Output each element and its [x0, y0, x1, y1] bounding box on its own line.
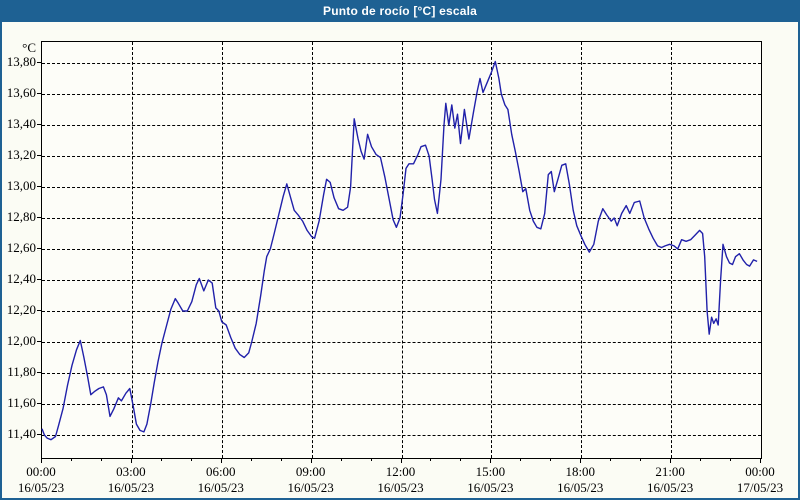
x-axis-minor-tick [430, 458, 432, 461]
chart-content: °C 13,80 13,60 13,40 13,20 13,00 12,80 12,60 12… [2, 22, 798, 498]
x-axis-minor-tick [190, 458, 192, 461]
x-axis-minor-tick [250, 458, 252, 461]
x-tick-time: 00:00 [745, 464, 775, 479]
x-tick-time: 03:00 [116, 464, 146, 479]
x-tick-date: 16/05/23 [197, 480, 244, 495]
x-axis-major-tick [41, 458, 42, 463]
y-axis-tick-label: 13,20 [6, 147, 36, 162]
x-axis-minor-tick [460, 458, 462, 461]
x-axis-minor-tick [160, 458, 162, 461]
x-axis-tick-label: 15:00 16/05/23 [448, 464, 532, 496]
x-axis-minor-tick [70, 458, 72, 461]
x-axis-tick-label: 21:00 16/05/23 [628, 464, 712, 496]
y-axis-tick [37, 279, 41, 280]
x-tick-date: 16/05/23 [467, 480, 514, 495]
x-tick-date: 16/05/23 [107, 480, 154, 495]
x-grid-line [581, 42, 583, 458]
x-axis-minor-tick [520, 458, 522, 461]
x-grid-line [491, 42, 493, 458]
y-axis-tick [37, 155, 41, 156]
x-axis-tick-label: 00:00 16/05/23 [0, 464, 83, 496]
window-title: Punto de rocío [°C] escala [322, 4, 478, 18]
x-axis-major-tick [220, 458, 222, 463]
y-axis-tick [37, 434, 41, 435]
x-tick-time: 00:00 [26, 464, 56, 479]
x-grid-line [311, 42, 313, 458]
x-axis-major-tick [490, 458, 492, 463]
dew-point-series-line [41, 60, 758, 441]
x-axis-minor-tick [640, 458, 642, 461]
y-axis-tick [37, 186, 41, 187]
x-axis-major-tick [760, 458, 761, 463]
y-axis-tick-label: 13,80 [6, 54, 36, 69]
y-axis-tick-label: 12,40 [6, 271, 36, 286]
x-tick-time: 18:00 [565, 464, 596, 479]
x-axis-minor-tick [340, 458, 342, 461]
y-axis-tick [37, 93, 41, 94]
x-axis-minor-tick [550, 458, 552, 461]
x-axis-minor-tick [610, 458, 612, 461]
x-tick-date: 16/05/23 [647, 480, 694, 495]
y-axis-tick [37, 248, 41, 249]
x-axis-major-tick [310, 458, 312, 463]
x-axis-major-tick [580, 458, 582, 463]
y-axis-tick [37, 341, 41, 342]
x-tick-date: 16/05/23 [377, 480, 424, 495]
x-axis-tick-label: 03:00 16/05/23 [89, 464, 173, 496]
x-grid-line [671, 42, 673, 458]
x-axis-tick-label: 12:00 16/05/23 [359, 464, 443, 496]
y-axis-unit-label: °C [22, 40, 36, 55]
x-axis-minor-tick [100, 458, 102, 461]
y-axis-tick [37, 62, 41, 63]
y-axis-tick-label: 11,80 [7, 364, 36, 379]
y-axis-tick-label: 12,80 [6, 209, 36, 224]
y-axis-tick-label: 13,60 [6, 85, 36, 100]
y-axis-tick [37, 310, 41, 311]
plot-area [41, 41, 762, 459]
x-tick-time: 09:00 [295, 464, 326, 479]
x-axis-minor-tick [370, 458, 372, 461]
x-tick-time: 06:00 [205, 464, 236, 479]
x-tick-date: 16/05/23 [557, 480, 604, 495]
x-axis-minor-tick [700, 458, 702, 461]
x-tick-date: 17/05/23 [736, 480, 784, 495]
x-tick-time: 12:00 [385, 464, 416, 479]
x-axis-major-tick [130, 458, 132, 463]
x-axis-tick-label: 18:00 16/05/23 [538, 464, 622, 496]
y-axis-tick-label: 12,60 [6, 240, 36, 255]
x-axis-tick-label: 06:00 16/05/23 [179, 464, 263, 496]
x-tick-time: 15:00 [475, 464, 506, 479]
x-axis-major-tick [400, 458, 402, 463]
x-tick-date: 16/05/23 [17, 480, 65, 495]
x-grid-line [401, 42, 403, 458]
y-axis-tick [37, 124, 41, 125]
x-tick-date: 16/05/23 [287, 480, 334, 495]
y-axis-tick-label: 11,40 [7, 426, 36, 441]
y-axis-tick [37, 217, 41, 218]
x-grid-line [221, 42, 223, 458]
x-axis-major-tick [670, 458, 672, 463]
y-axis-tick [37, 403, 41, 404]
x-tick-time: 21:00 [655, 464, 685, 479]
y-axis-tick-label: 11,60 [7, 395, 36, 410]
x-axis-minor-tick [280, 458, 282, 461]
window-titlebar[interactable]: Punto de rocío [°C] escala [0, 0, 800, 22]
x-axis-minor-tick [730, 458, 732, 461]
x-grid-line [131, 42, 133, 458]
y-axis-tick-label: 13,00 [6, 178, 36, 193]
y-axis-tick [37, 372, 41, 373]
y-axis-tick-label: 12,20 [6, 302, 36, 317]
y-axis-tick-label: 12,00 [6, 333, 36, 348]
x-axis-tick-label: 09:00 16/05/23 [269, 464, 353, 496]
y-axis-tick-label: 13,40 [6, 116, 36, 131]
dew-point-line-svg [41, 60, 758, 441]
x-axis-tick-label: 00:00 17/05/23 [718, 464, 800, 496]
